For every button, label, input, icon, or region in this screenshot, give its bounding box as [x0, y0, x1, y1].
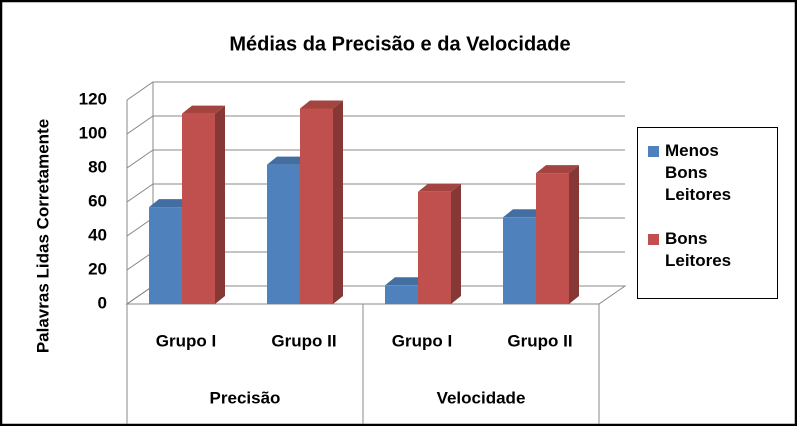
- bar-top: [385, 277, 428, 286]
- x-tick-label: Grupo I: [156, 331, 216, 350]
- bar-side: [569, 165, 579, 304]
- bar: [300, 100, 343, 304]
- group-label: Precisão: [210, 388, 281, 407]
- bar-top: [300, 100, 343, 109]
- bar-front: [385, 285, 418, 304]
- legend: Menos Bons Leitores Bons Leitores: [637, 127, 778, 299]
- bar-top: [418, 183, 461, 192]
- bar: [418, 183, 461, 304]
- bar-front: [182, 113, 215, 304]
- bar-front: [149, 207, 182, 304]
- y-tick-label: 60: [88, 191, 107, 210]
- y-tick-label: 40: [88, 225, 107, 244]
- y-axis-label: Palavras Lidas Corretamente: [33, 119, 52, 353]
- x-tick-label: Grupo I: [392, 331, 452, 350]
- group-label: Velocidade: [437, 388, 526, 407]
- x-tick-label: Grupo II: [271, 331, 336, 350]
- legend-item: Bons Leitores: [648, 228, 765, 272]
- bar-front: [503, 217, 536, 304]
- legend-label: Menos Bons Leitores: [665, 141, 732, 204]
- bar-front: [418, 191, 451, 304]
- y-tick-label: 120: [79, 89, 107, 108]
- bar-front: [267, 164, 300, 304]
- y-tick-label: 100: [79, 123, 107, 142]
- y-tick-label: 0: [98, 293, 107, 312]
- bar-side: [451, 183, 461, 304]
- bar-side: [215, 105, 225, 304]
- y-tick-label: 20: [88, 259, 107, 278]
- bar-front: [536, 173, 569, 304]
- chart-title: Médias da Precisão e da Velocidade: [229, 33, 570, 55]
- legend-swatch: [648, 146, 659, 157]
- grid-line: [126, 81, 625, 101]
- x-tick-label: Grupo II: [507, 331, 572, 350]
- bar: [536, 165, 579, 304]
- bar-top: [503, 209, 546, 218]
- legend-label: Bons Leitores: [665, 229, 732, 270]
- bar-top: [536, 165, 579, 174]
- bar-side: [333, 100, 343, 304]
- bar-top: [182, 105, 225, 114]
- legend-swatch: [648, 234, 659, 245]
- bar-front: [300, 108, 333, 304]
- bar: [182, 105, 225, 304]
- legend-item: Menos Bons Leitores: [648, 140, 765, 206]
- y-tick-label: 80: [88, 157, 107, 176]
- bar-top: [149, 199, 192, 208]
- bar-top: [267, 156, 310, 165]
